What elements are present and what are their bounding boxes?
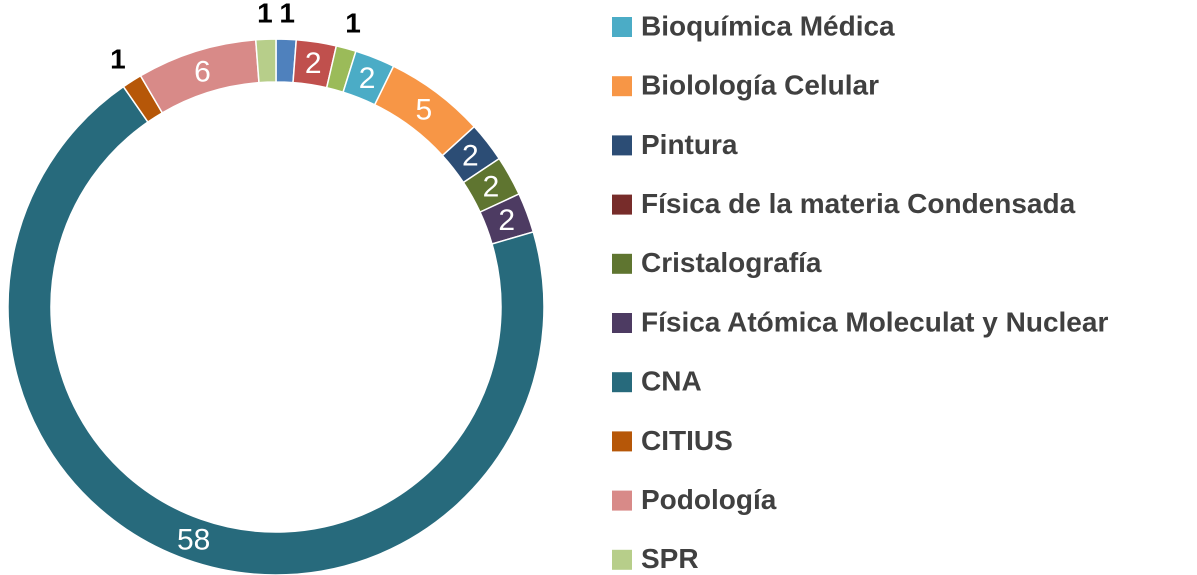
legend-swatch xyxy=(612,76,632,97)
data-label: 2 xyxy=(462,139,479,172)
data-label: 1 xyxy=(110,44,126,75)
data-label: 5 xyxy=(416,94,433,127)
legend-swatch xyxy=(612,17,632,37)
data-label: 2 xyxy=(359,62,376,95)
legend-swatch xyxy=(612,194,632,215)
legend-label: Física Atómica Moleculat y Nuclear xyxy=(641,306,1108,337)
legend-swatch xyxy=(612,431,632,452)
data-label: 1 xyxy=(279,0,295,29)
legend-label: Biolología Celular xyxy=(641,70,879,101)
legend-label: Cristalografía xyxy=(641,247,822,278)
donut-segment xyxy=(7,85,545,575)
legend-label: CITIUS xyxy=(641,425,733,456)
legend-label: CNA xyxy=(641,366,702,397)
data-label: 1 xyxy=(345,8,361,39)
legend-label: Podología xyxy=(641,484,777,515)
legend-swatch xyxy=(612,490,632,511)
legend-label: Física de la materia Condensada xyxy=(641,188,1076,219)
legend-label: Bioquímica Médica xyxy=(641,10,895,41)
legend-label: Pintura xyxy=(641,129,738,160)
data-label: 1 xyxy=(257,0,273,29)
legend-swatch xyxy=(612,313,632,333)
data-label: 58 xyxy=(177,523,210,556)
donut-segment xyxy=(254,38,277,84)
legend-swatch xyxy=(612,253,632,274)
legend-label: SPR xyxy=(641,543,699,574)
legend-swatch xyxy=(612,549,632,570)
data-label: 6 xyxy=(194,56,211,89)
data-label: 2 xyxy=(498,204,515,237)
data-label: 2 xyxy=(483,170,500,203)
legend-swatch xyxy=(612,372,632,393)
legend-swatch xyxy=(612,135,632,156)
data-label: 2 xyxy=(305,47,322,80)
